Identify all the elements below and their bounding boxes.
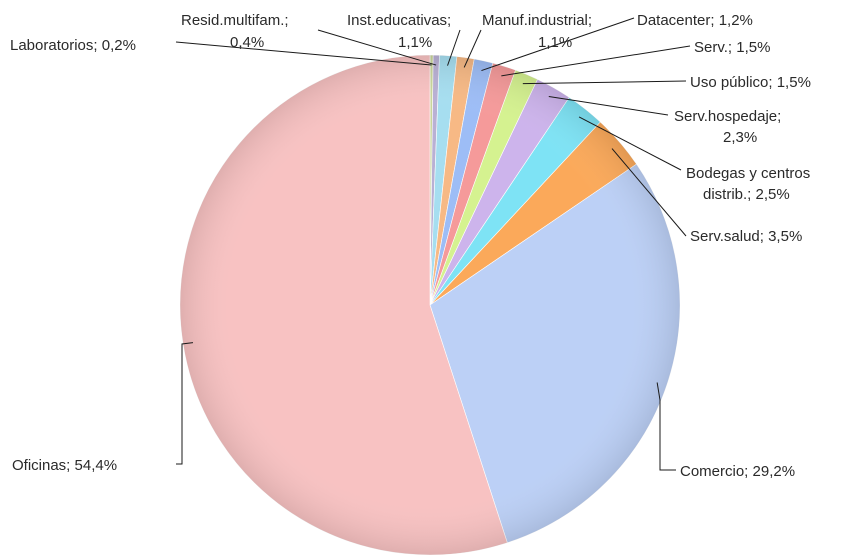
label-manuf-industrial-line2: 1,1%	[538, 34, 572, 51]
label-resid-multifam-line1: Resid.multifam.;	[181, 12, 289, 29]
leader-serv-salud	[611, 148, 687, 237]
leader-lines	[175, 17, 691, 471]
leader-laboratorios	[175, 41, 432, 66]
label-oficinas: Oficinas; 54,4%	[12, 457, 117, 474]
leader-serv	[501, 45, 691, 77]
label-laboratorios: Laboratorios; 0,2%	[10, 37, 136, 54]
label-resid-multifam-line2: 0,4%	[230, 34, 264, 51]
leader-inst-educativas	[447, 29, 461, 66]
label-inst-educativas-line2: 1,1%	[398, 34, 432, 51]
label-serv-hospedaje-line1: Serv.hospedaje;	[674, 108, 781, 125]
leader-oficinas	[176, 342, 194, 465]
leader-serv-hospedaje	[548, 95, 669, 116]
label-comercio: Comercio; 29,2%	[680, 463, 795, 480]
leader-datacenter	[481, 17, 635, 72]
leader-comercio	[656, 382, 676, 471]
leader-uso-publico	[522, 80, 687, 85]
label-bodegas-line1: Bodegas y centros	[686, 165, 810, 182]
label-bodegas-line2: distrib.; 2,5%	[703, 186, 790, 203]
label-manuf-industrial-line1: Manuf.industrial;	[482, 12, 592, 29]
label-datacenter: Datacenter; 1,2%	[637, 12, 753, 29]
leader-resid-multifam	[317, 29, 437, 66]
leader-manuf-industrial	[463, 29, 482, 68]
label-serv: Serv.; 1,5%	[694, 39, 770, 56]
label-serv-salud: Serv.salud; 3,5%	[690, 228, 802, 245]
label-uso-publico: Uso público; 1,5%	[690, 74, 811, 91]
leader-bodegas-y-centros-distrib	[578, 116, 682, 171]
label-serv-hospedaje-line2: 2,3%	[723, 129, 757, 146]
label-inst-educativas-line1: Inst.educativas;	[347, 12, 451, 29]
